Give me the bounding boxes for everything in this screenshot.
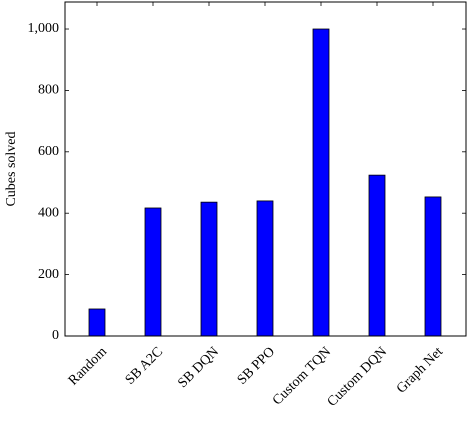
y-tick-label: 800 [38,83,59,98]
bar [424,196,442,337]
x-tick-label: Graph Net [394,344,446,396]
x-tick-label: SB A2C [123,344,166,387]
y-axis-label: Cubes solved [4,131,19,206]
y-tick-label: 400 [38,205,59,220]
bar [88,308,106,337]
bar [256,200,274,337]
y-tick-label: 200 [38,267,59,282]
bar [144,207,162,337]
y-tick-label: 0 [52,328,59,343]
bar [312,28,330,337]
x-tick-label: SB PPO [235,344,278,387]
bar [368,174,386,337]
y-tick-label: 600 [38,144,59,159]
bar [200,201,218,337]
plot-frame [64,1,467,337]
y-tick-label: 1,000 [28,21,60,36]
x-tick-label: SB DQN [175,344,222,391]
x-tick-label: Random [66,344,110,388]
x-tick-label: Custom DQN [325,344,390,409]
